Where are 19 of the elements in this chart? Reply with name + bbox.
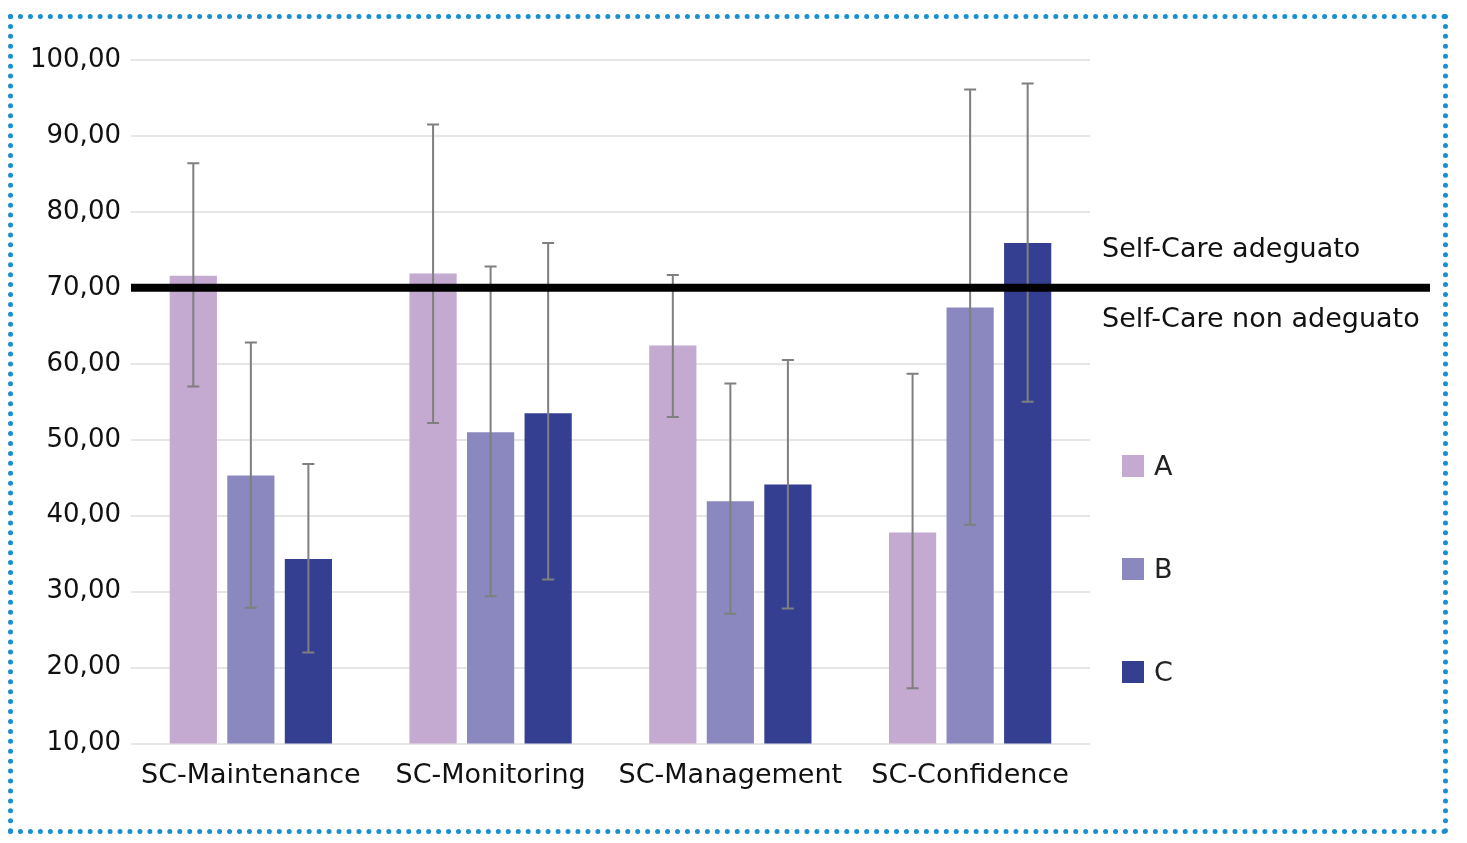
text: Self-Care non adeguato — [1102, 301, 1420, 333]
x-tick-label: SC-Maintenance — [141, 757, 361, 789]
x-tick-label: SC-Monitoring — [395, 757, 586, 789]
legend-label: B — [1154, 553, 1173, 584]
y-tick-label: 100,00 — [29, 42, 121, 73]
y-tick-label: 90,00 — [46, 118, 121, 149]
x-tick-label: SC-Confidence — [871, 757, 1069, 789]
y-tick-label: 40,00 — [46, 498, 121, 529]
y-tick-label: 30,00 — [46, 574, 121, 605]
legend-label: C — [1154, 656, 1173, 687]
y-tick-label: 80,00 — [46, 194, 121, 225]
y-tick-label: 10,00 — [46, 726, 121, 757]
x-tick-label: SC-Management — [618, 757, 843, 789]
y-tick-label: 60,00 — [46, 346, 121, 377]
y-tick-label: 20,00 — [46, 650, 121, 681]
ref-line-label: Self-Care adeguato — [1102, 231, 1361, 263]
legend-label: A — [1154, 450, 1173, 481]
y-tick-label: 70,00 — [46, 270, 121, 301]
y-tick-label: 50,00 — [46, 422, 121, 453]
